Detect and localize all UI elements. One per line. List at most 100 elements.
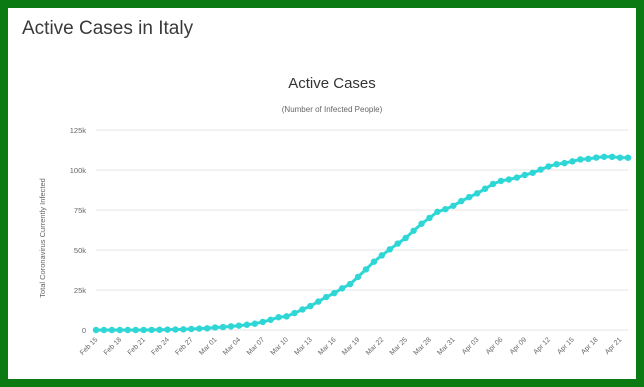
data-point[interactable] <box>259 318 266 326</box>
data-point[interactable] <box>624 154 632 161</box>
data-point[interactable] <box>473 190 481 197</box>
data-point[interactable] <box>394 240 401 247</box>
data-point[interactable] <box>458 197 465 205</box>
x-tick-label: Feb 18 <box>103 336 123 356</box>
x-tick-label: Mar 22 <box>365 336 385 356</box>
data-point[interactable] <box>116 326 124 334</box>
x-tick-label: Feb 27 <box>174 336 194 356</box>
data-point[interactable] <box>291 309 298 317</box>
data-point[interactable] <box>505 176 513 183</box>
data-point[interactable] <box>616 154 624 161</box>
y-tick-label: 25k <box>74 286 86 295</box>
x-tick-label: Mar 28 <box>413 336 433 356</box>
data-point[interactable] <box>553 161 560 168</box>
y-tick-label: 75k <box>74 206 86 215</box>
data-point[interactable] <box>481 185 489 192</box>
data-point[interactable] <box>299 306 306 313</box>
data-point[interactable] <box>275 314 282 321</box>
x-tick-label: Mar 01 <box>198 336 218 356</box>
data-point[interactable] <box>402 234 409 242</box>
data-point[interactable] <box>354 273 362 281</box>
data-point[interactable] <box>585 155 592 163</box>
data-point[interactable] <box>156 326 163 333</box>
data-point[interactable] <box>124 326 131 334</box>
data-point[interactable] <box>338 285 346 292</box>
x-tick-label: Apr 21 <box>604 336 624 356</box>
data-point[interactable] <box>203 325 211 332</box>
x-tick-label: Feb 24 <box>151 336 171 356</box>
data-point[interactable] <box>489 180 497 188</box>
data-point[interactable] <box>164 326 171 333</box>
data-point[interactable] <box>577 156 584 163</box>
data-point[interactable] <box>545 163 552 170</box>
series-line <box>96 155 628 332</box>
x-tick-label: Apr 06 <box>485 336 505 356</box>
x-tick-label: Feb 21 <box>127 336 147 356</box>
data-point[interactable] <box>521 171 528 179</box>
data-point[interactable] <box>442 205 449 213</box>
data-point[interactable] <box>315 298 322 305</box>
x-tick-label: Apr 09 <box>509 336 529 356</box>
data-point[interactable] <box>196 325 203 332</box>
chart-frame: Active Cases in Italy Active Cases (Numb… <box>8 8 636 379</box>
data-point[interactable] <box>465 193 473 201</box>
x-tick-label: Mar 13 <box>293 336 313 356</box>
y-tick-label: 50k <box>74 246 86 255</box>
y-tick-label: 100k <box>70 166 87 175</box>
x-tick-label: Apr 03 <box>461 336 481 356</box>
data-point[interactable] <box>235 322 243 329</box>
x-tick-label: Mar 16 <box>317 336 337 356</box>
x-tick-label: Mar 25 <box>389 336 409 356</box>
data-point[interactable] <box>100 326 108 334</box>
data-point[interactable] <box>600 153 608 160</box>
x-tick-label: Apr 15 <box>556 336 576 356</box>
data-point[interactable] <box>307 302 314 310</box>
x-tick-label: Feb 15 <box>79 336 99 356</box>
data-point[interactable] <box>148 326 155 334</box>
data-point[interactable] <box>370 258 378 265</box>
data-point[interactable] <box>132 326 139 334</box>
data-point[interactable] <box>450 202 457 209</box>
data-point[interactable] <box>537 166 544 173</box>
data-point[interactable] <box>251 320 259 327</box>
data-point[interactable] <box>180 326 187 333</box>
data-point[interactable] <box>418 220 425 227</box>
data-point[interactable] <box>211 324 219 331</box>
data-point[interactable] <box>410 227 417 234</box>
data-point[interactable] <box>434 208 441 215</box>
x-tick-label: Mar 07 <box>246 336 266 356</box>
x-tick-label: Mar 10 <box>270 336 290 356</box>
x-tick-label: Apr 12 <box>532 336 552 356</box>
x-tick-label: Mar 31 <box>436 336 456 356</box>
page-title: Active Cases in Italy <box>22 18 194 39</box>
data-point[interactable] <box>362 266 370 273</box>
data-point[interactable] <box>593 154 600 161</box>
data-point[interactable] <box>140 326 147 334</box>
y-axis-label: Total Coronavirus Currently Infected <box>38 178 47 298</box>
data-point[interactable] <box>608 153 616 161</box>
y-tick-label: 0 <box>82 326 86 335</box>
data-point[interactable] <box>331 289 338 297</box>
data-point[interactable] <box>378 252 386 259</box>
data-point[interactable] <box>323 293 330 301</box>
data-point[interactable] <box>243 321 251 328</box>
data-point[interactable] <box>561 159 568 167</box>
data-point[interactable] <box>426 214 433 222</box>
data-point[interactable] <box>92 326 100 334</box>
data-point[interactable] <box>346 280 354 288</box>
data-point[interactable] <box>386 246 393 253</box>
data-point[interactable] <box>569 158 576 165</box>
data-point[interactable] <box>529 169 536 176</box>
data-point[interactable] <box>219 323 227 331</box>
data-point[interactable] <box>283 313 290 320</box>
data-point[interactable] <box>108 326 116 334</box>
line-chart: Active Cases (Number of Infected People)… <box>38 75 632 357</box>
data-point[interactable] <box>513 174 521 181</box>
data-point[interactable] <box>188 325 195 333</box>
x-tick-label: Mar 19 <box>341 336 361 356</box>
data-point[interactable] <box>227 323 235 330</box>
data-point[interactable] <box>172 326 179 333</box>
x-tick-label: Apr 18 <box>580 336 600 356</box>
data-point[interactable] <box>497 177 505 185</box>
data-point[interactable] <box>267 316 274 323</box>
